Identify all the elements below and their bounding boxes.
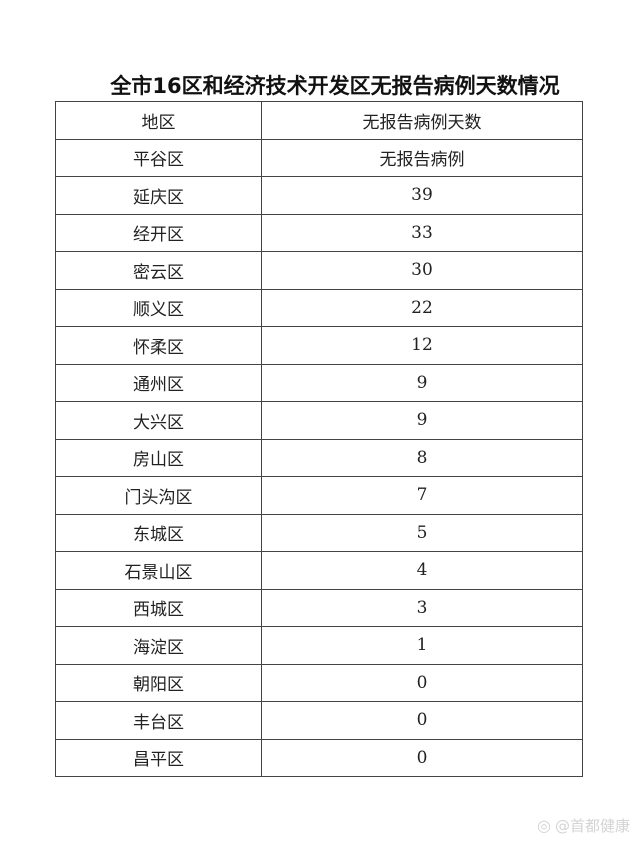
table-row: 大兴区 9 <box>55 401 583 440</box>
days-cell: 4 <box>261 551 583 590</box>
district-cell: 昌平区 <box>55 738 262 777</box>
days-cell: 7 <box>261 476 583 515</box>
header-district: 地区 <box>55 101 262 140</box>
district-cell: 门头沟区 <box>55 476 262 515</box>
district-cell: 平谷区 <box>55 138 262 177</box>
table-row: 顺义区 22 <box>55 288 583 327</box>
table-row: 密云区 30 <box>55 251 583 290</box>
table-row: 通州区 9 <box>55 363 583 402</box>
table-row: 西城区 3 <box>55 588 583 627</box>
district-cell: 东城区 <box>55 513 262 552</box>
district-cell: 经开区 <box>55 213 262 252</box>
watermark: ◎ @首都健康 <box>537 815 630 836</box>
days-cell: 22 <box>261 288 583 327</box>
table-row: 石景山区 4 <box>55 551 583 590</box>
table-row: 海淀区 1 <box>55 626 583 665</box>
days-cell: 0 <box>261 701 583 740</box>
table-row: 东城区 5 <box>55 513 583 552</box>
table-row: 经开区 33 <box>55 213 583 252</box>
district-cell: 朝阳区 <box>55 663 262 702</box>
header-days: 无报告病例天数 <box>261 101 583 140</box>
district-cell: 丰台区 <box>55 701 262 740</box>
table-row: 昌平区 0 <box>55 738 583 777</box>
district-cell: 延庆区 <box>55 176 262 215</box>
days-cell: 9 <box>261 401 583 440</box>
district-cell: 通州区 <box>55 363 262 402</box>
table-row: 朝阳区 0 <box>55 663 583 702</box>
district-cell: 怀柔区 <box>55 326 262 365</box>
days-cell: 33 <box>261 213 583 252</box>
districts-table: 地区 无报告病例天数 平谷区 无报告病例 延庆区 39 经开区 33 密云区 30 顺义区 22 怀… <box>55 101 583 777</box>
table-row: 怀柔区 12 <box>55 326 583 365</box>
table-row: 延庆区 39 <box>55 176 583 215</box>
days-cell: 30 <box>261 251 583 290</box>
weibo-logo-icon: ◎ <box>537 816 551 835</box>
table-row: 平谷区 无报告病例 <box>55 138 583 177</box>
days-cell: 1 <box>261 626 583 665</box>
table-header-row: 地区 无报告病例天数 <box>55 101 583 140</box>
days-cell: 3 <box>261 588 583 627</box>
days-cell: 12 <box>261 326 583 365</box>
days-cell: 8 <box>261 438 583 477</box>
district-cell: 西城区 <box>55 588 262 627</box>
document-title: 全市16区和经济技术开发区无报告病例天数情况 <box>110 74 560 98</box>
table-row: 房山区 8 <box>55 438 583 477</box>
district-cell: 房山区 <box>55 438 262 477</box>
district-cell: 密云区 <box>55 251 262 290</box>
district-cell: 石景山区 <box>55 551 262 590</box>
district-cell: 顺义区 <box>55 288 262 327</box>
table-row: 门头沟区 7 <box>55 476 583 515</box>
days-cell: 0 <box>261 738 583 777</box>
district-cell: 海淀区 <box>55 626 262 665</box>
table-row: 丰台区 0 <box>55 701 583 740</box>
days-cell: 9 <box>261 363 583 402</box>
district-cell: 大兴区 <box>55 401 262 440</box>
days-cell: 5 <box>261 513 583 552</box>
days-cell: 0 <box>261 663 583 702</box>
days-cell: 无报告病例 <box>261 138 583 177</box>
days-cell: 39 <box>261 176 583 215</box>
watermark-text: @首都健康 <box>554 817 630 835</box>
